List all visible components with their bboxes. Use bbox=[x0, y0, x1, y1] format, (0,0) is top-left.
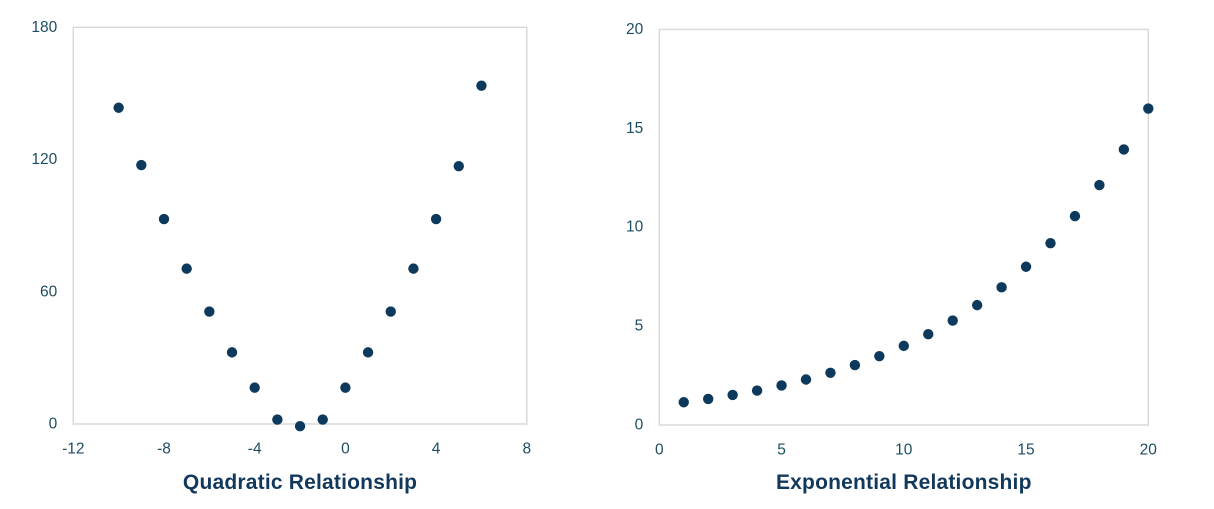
data-point bbox=[294, 421, 306, 432]
data-point bbox=[1020, 261, 1032, 272]
data-point bbox=[1118, 144, 1130, 155]
data-point bbox=[113, 102, 124, 113]
data-point bbox=[923, 329, 934, 340]
plot-border bbox=[72, 26, 528, 425]
data-point bbox=[249, 382, 260, 393]
data-point bbox=[317, 414, 328, 425]
data-point bbox=[226, 347, 238, 358]
data-point bbox=[703, 393, 714, 405]
y-axis-tick-label: 120 bbox=[31, 151, 57, 168]
y-axis-tick-label: 5 bbox=[635, 318, 644, 335]
x-axis-tick-label: -4 bbox=[248, 441, 262, 458]
data-point bbox=[1045, 238, 1056, 249]
data-point bbox=[947, 315, 958, 326]
data-point bbox=[971, 299, 983, 311]
data-point bbox=[727, 389, 738, 401]
x-axis-tick-label: -8 bbox=[157, 441, 171, 458]
x-axis-tick-label: -12 bbox=[62, 441, 84, 458]
data-point bbox=[1069, 210, 1081, 222]
data-point bbox=[996, 282, 1007, 293]
y-axis-tick-label: 0 bbox=[49, 416, 58, 433]
x-axis-tick-label: 15 bbox=[1017, 442, 1034, 459]
x-axis-tick-label: 5 bbox=[777, 442, 786, 459]
y-axis-tick-label: 60 bbox=[40, 283, 58, 300]
data-point bbox=[751, 385, 763, 396]
data-point bbox=[385, 306, 396, 317]
data-point bbox=[898, 340, 909, 352]
data-point bbox=[1143, 103, 1154, 114]
y-axis-tick-label: 20 bbox=[626, 21, 644, 38]
data-point bbox=[476, 80, 487, 91]
data-point bbox=[453, 160, 464, 172]
data-point bbox=[136, 159, 147, 171]
x-axis-tick-label: 0 bbox=[655, 442, 664, 459]
data-point bbox=[1094, 179, 1105, 191]
data-point bbox=[800, 374, 812, 385]
x-axis-tick-label: 20 bbox=[1140, 442, 1158, 459]
x-axis-tick-label: 4 bbox=[432, 441, 441, 458]
data-point bbox=[874, 350, 885, 362]
data-point bbox=[849, 359, 861, 371]
exponential-chart-title: Exponential Relationship bbox=[775, 471, 1032, 494]
y-axis-tick-label: 180 bbox=[31, 19, 57, 36]
data-point bbox=[340, 382, 351, 393]
x-axis-tick-label: 0 bbox=[341, 441, 350, 458]
data-point bbox=[430, 213, 442, 225]
x-axis-tick-label: 8 bbox=[522, 441, 531, 458]
data-point bbox=[158, 213, 170, 225]
data-point bbox=[408, 263, 419, 274]
data-point bbox=[825, 367, 836, 378]
x-axis-tick-label: 10 bbox=[895, 442, 913, 459]
plot-border bbox=[658, 28, 1150, 426]
data-point bbox=[204, 306, 215, 317]
data-point bbox=[272, 414, 283, 425]
y-axis-tick-label: 15 bbox=[626, 120, 643, 137]
data-point bbox=[181, 263, 192, 274]
data-point bbox=[776, 380, 787, 391]
y-axis-tick-label: 0 bbox=[635, 417, 644, 434]
y-axis-tick-label: 10 bbox=[626, 219, 644, 236]
data-point bbox=[362, 347, 374, 358]
data-point bbox=[678, 397, 689, 408]
quadratic-chart-title: Quadratic Relationship bbox=[182, 471, 418, 494]
